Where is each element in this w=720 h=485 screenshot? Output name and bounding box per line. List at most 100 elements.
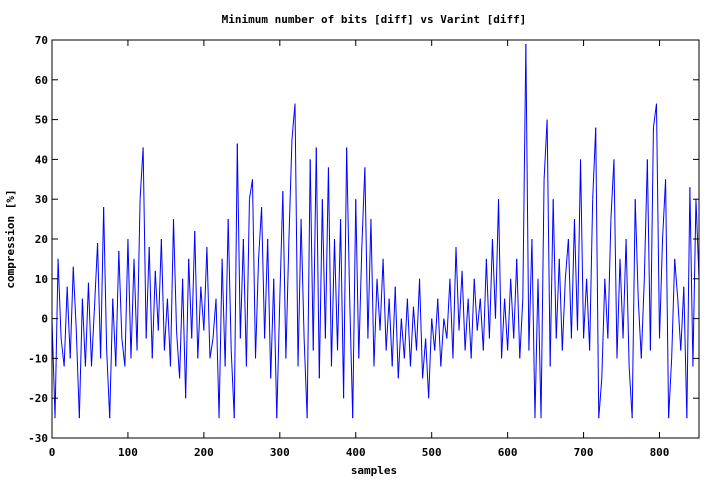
data-segment <box>191 231 196 339</box>
data-segment <box>194 231 199 359</box>
data-segment <box>303 338 308 419</box>
data-segment <box>127 238 132 359</box>
plot-area <box>51 43 700 419</box>
data-segment <box>507 278 512 351</box>
data-segment <box>376 278 381 331</box>
y-tick-label: 30 <box>35 193 48 206</box>
data-segment <box>491 238 496 319</box>
data-segment <box>567 238 572 339</box>
data-segment <box>112 298 117 367</box>
data-segment <box>160 238 165 351</box>
data-segment <box>665 179 670 419</box>
data-segment <box>318 199 323 379</box>
data-segment <box>461 270 466 351</box>
data-segment <box>267 238 272 379</box>
data-segment <box>203 246 208 331</box>
data-segment <box>631 199 636 419</box>
data-segment <box>601 278 606 379</box>
data-segment <box>595 127 600 419</box>
data-segment <box>558 258 563 351</box>
data-segment <box>397 318 402 379</box>
data-segment <box>534 278 539 419</box>
data-segment <box>297 219 302 367</box>
data-segment <box>412 306 418 351</box>
data-segment <box>406 298 411 367</box>
data-segment <box>473 278 478 331</box>
data-segment <box>555 258 560 339</box>
data-segment <box>498 199 503 359</box>
data-segment <box>133 258 138 351</box>
data-segment <box>543 119 548 180</box>
data-segment <box>245 199 250 367</box>
data-segment <box>145 246 150 339</box>
data-segment <box>261 207 266 339</box>
data-segment <box>640 278 645 359</box>
data-segment <box>522 43 527 299</box>
data-segment <box>686 187 691 419</box>
data-segment <box>51 318 56 419</box>
data-segment <box>215 298 220 419</box>
data-segment <box>409 306 414 367</box>
y-tick-label: -10 <box>28 352 48 365</box>
y-axis-label: compression [%] <box>4 189 17 288</box>
data-segment <box>592 127 597 200</box>
data-segment <box>464 298 469 351</box>
data-segment <box>504 298 509 351</box>
y-tick-label: 40 <box>35 153 48 166</box>
data-segment <box>169 219 175 367</box>
data-segment <box>400 318 405 359</box>
data-segment <box>443 318 448 339</box>
data-segment <box>467 298 472 359</box>
data-segment <box>431 318 436 351</box>
data-segment <box>300 219 305 339</box>
data-segment <box>616 258 621 359</box>
data-segment <box>75 330 80 419</box>
data-segment <box>452 246 457 359</box>
data-segment <box>54 258 59 419</box>
x-tick-label: 800 <box>650 446 670 459</box>
data-segment <box>197 286 202 359</box>
data-segment <box>361 167 366 247</box>
data-segment <box>598 378 603 419</box>
data-segment <box>494 199 500 319</box>
data-segment <box>482 258 487 351</box>
data-segment <box>163 298 168 351</box>
data-segment <box>66 286 71 359</box>
data-segment <box>540 179 545 419</box>
data-segment <box>270 278 275 379</box>
data-segment <box>589 199 594 351</box>
data-segment <box>148 246 153 359</box>
chart-title: Minimum number of bits [diff] vs Varint … <box>222 13 527 26</box>
data-segment <box>671 258 676 359</box>
data-segment <box>619 258 624 339</box>
y-tick-label: 50 <box>35 114 48 127</box>
data-segment <box>94 242 99 307</box>
data-segment <box>224 219 229 367</box>
data-segment <box>333 238 339 351</box>
data-segment <box>324 167 329 339</box>
data-segment <box>87 282 92 367</box>
data-segment <box>343 147 348 399</box>
data-segment <box>121 338 126 367</box>
data-segment <box>236 143 241 339</box>
data-segment <box>358 246 363 359</box>
data-segment <box>528 238 533 351</box>
data-segment <box>97 242 102 359</box>
data-segment <box>634 199 639 299</box>
x-tick-label: 300 <box>270 446 290 459</box>
data-segment <box>273 278 278 419</box>
x-axis-label: samples <box>351 464 397 477</box>
data-segment <box>291 103 296 140</box>
y-tick-label: 70 <box>35 34 48 47</box>
data-segment <box>103 207 108 351</box>
data-segment <box>212 298 217 339</box>
data-segment <box>78 298 83 419</box>
data-segment <box>510 278 515 339</box>
data-segment <box>182 278 187 399</box>
data-segment <box>154 270 159 331</box>
data-segment <box>69 266 74 359</box>
data-segment <box>346 147 351 299</box>
y-tick-label: 60 <box>35 74 48 87</box>
